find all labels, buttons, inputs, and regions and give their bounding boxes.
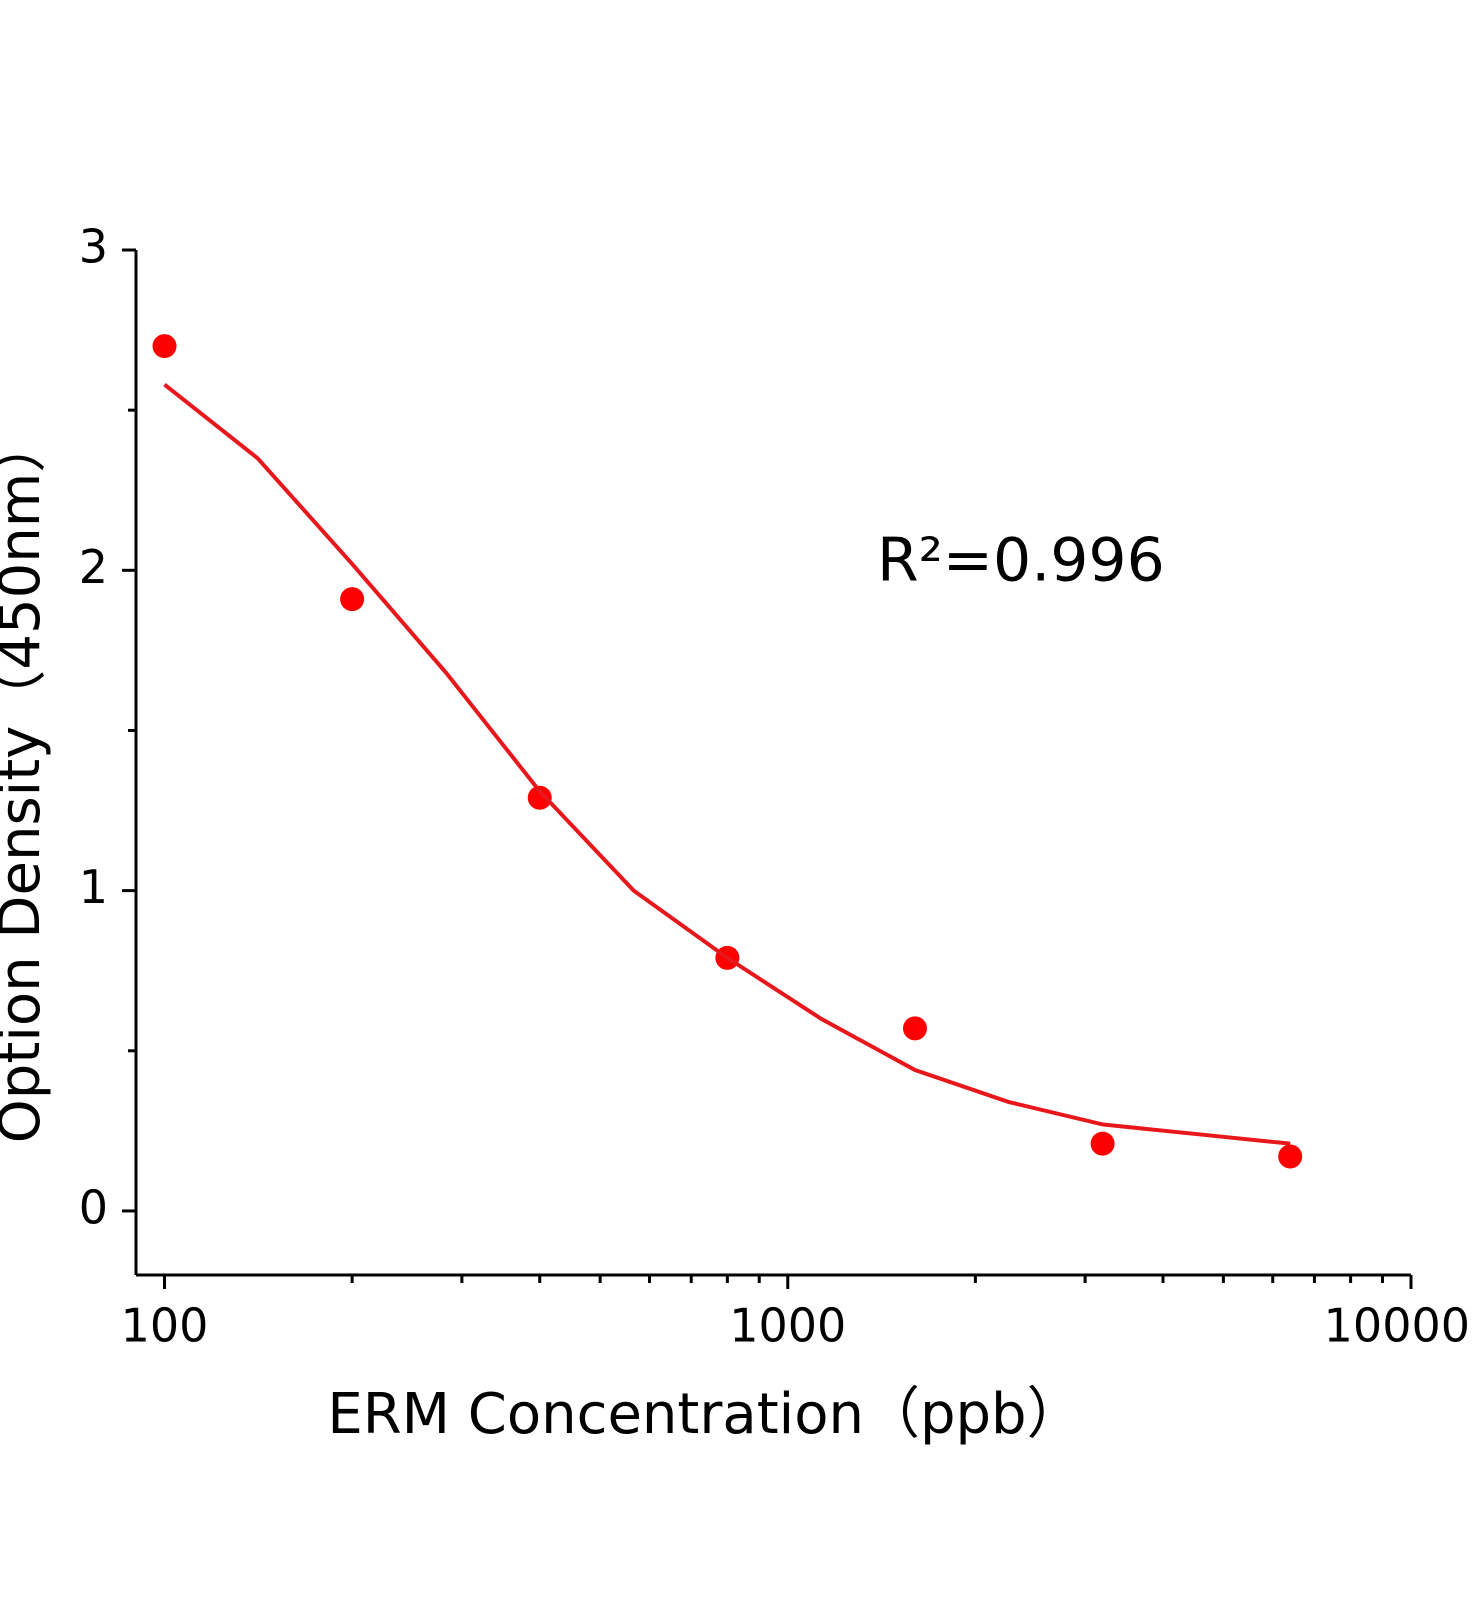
y-tick-label: 2 — [79, 540, 108, 594]
data-point — [340, 587, 365, 612]
x-tick-label: 100 — [121, 1299, 209, 1353]
x-axis-title: ERM Concentration（ppb） — [327, 1382, 1082, 1447]
y-axis-title: Option Density（450nm） — [0, 417, 53, 1144]
data-point — [152, 334, 177, 359]
annotation: R²=0.996 — [877, 526, 1165, 596]
y-tick-label: 3 — [79, 220, 108, 274]
fit-curve — [163, 382, 1291, 1146]
data-point — [527, 785, 552, 810]
y-tick-label: 0 — [79, 1180, 108, 1234]
data-point — [1090, 1131, 1115, 1156]
y-tick-label: 1 — [79, 860, 108, 914]
data-point — [902, 1016, 927, 1041]
x-tick-label: 1000 — [729, 1299, 846, 1353]
data-point — [1278, 1144, 1303, 1169]
x-tick-label: 10000 — [1324, 1299, 1470, 1353]
